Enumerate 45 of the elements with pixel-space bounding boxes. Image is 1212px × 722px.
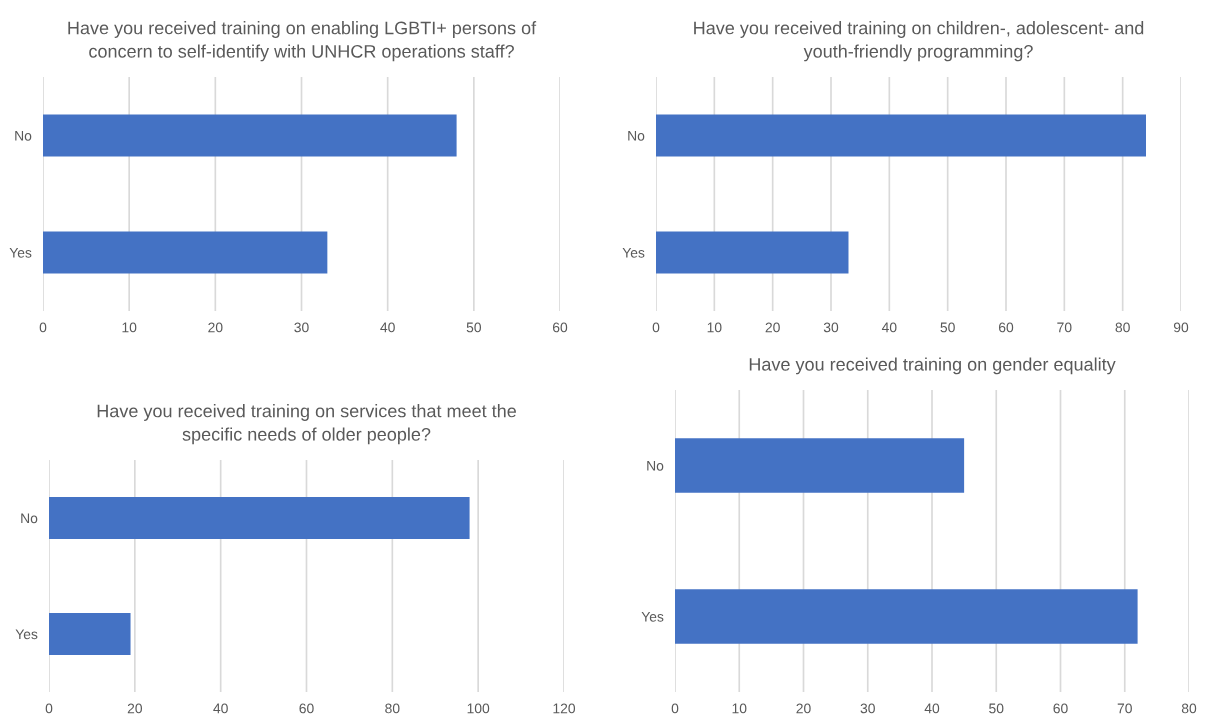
y-tick-label: Yes	[9, 247, 32, 258]
chart-title: Have you received training on enabling LGBTI+ persons of concern to self-identify with UNHCR operations staff?	[68, 21, 537, 62]
y-tick-label: Yes	[641, 611, 664, 622]
x-tick-label: 50	[940, 322, 955, 333]
x-tick-label: 0	[652, 322, 660, 333]
x-tick-label: 120	[553, 703, 576, 714]
x-tick-label: 60	[552, 322, 568, 333]
x-tick-label: 20	[127, 703, 143, 714]
x-tick-label: 60	[1053, 703, 1068, 714]
x-tick-label: 30	[860, 703, 875, 714]
x-tick-label: 40	[213, 703, 228, 714]
x-tick-label: 60	[998, 322, 1014, 333]
x-tick-label: 10	[732, 703, 747, 714]
x-tick-label: 80	[1181, 703, 1197, 714]
y-tick-label: No	[647, 460, 664, 471]
chart-title: Have you received training on children-, adolescent- and youth-friendly programming?	[694, 21, 1144, 62]
x-tick-label: 40	[380, 322, 395, 333]
y-tick-label: No	[15, 130, 32, 141]
x-tick-label: 60	[299, 703, 314, 714]
x-tick-label: 50	[989, 703, 1004, 714]
x-tick-label: 90	[1173, 322, 1189, 333]
x-tick-label: 20	[796, 703, 811, 714]
x-tick-label: 80	[1115, 322, 1130, 333]
x-tick-label: 0	[671, 703, 679, 714]
y-tick-label: No	[628, 130, 645, 141]
x-tick-label: 30	[823, 322, 839, 333]
y-tick-label: Yes	[622, 247, 645, 258]
chart-title: Have you received training on services that meet the specific needs of older people?	[97, 404, 516, 445]
y-tick-label: No	[21, 513, 38, 524]
x-tick-label: 10	[707, 322, 722, 333]
x-tick-label: 80	[385, 703, 400, 714]
x-tick-label: 100	[467, 703, 490, 714]
x-tick-label: 40	[924, 703, 940, 714]
x-tick-label: 30	[294, 322, 309, 333]
chart-title: Have you received training on gender equality	[749, 357, 1116, 375]
x-tick-label: 20	[208, 322, 223, 333]
x-tick-label: 0	[45, 703, 53, 714]
x-tick-label: 70	[1117, 703, 1132, 714]
x-tick-label: 50	[466, 322, 482, 333]
x-tick-label: 10	[122, 322, 137, 333]
x-tick-label: 0	[39, 322, 47, 333]
x-tick-label: 70	[1057, 322, 1072, 333]
x-tick-label: 40	[881, 322, 897, 333]
y-tick-label: Yes	[15, 629, 38, 640]
x-tick-label: 20	[765, 322, 780, 333]
